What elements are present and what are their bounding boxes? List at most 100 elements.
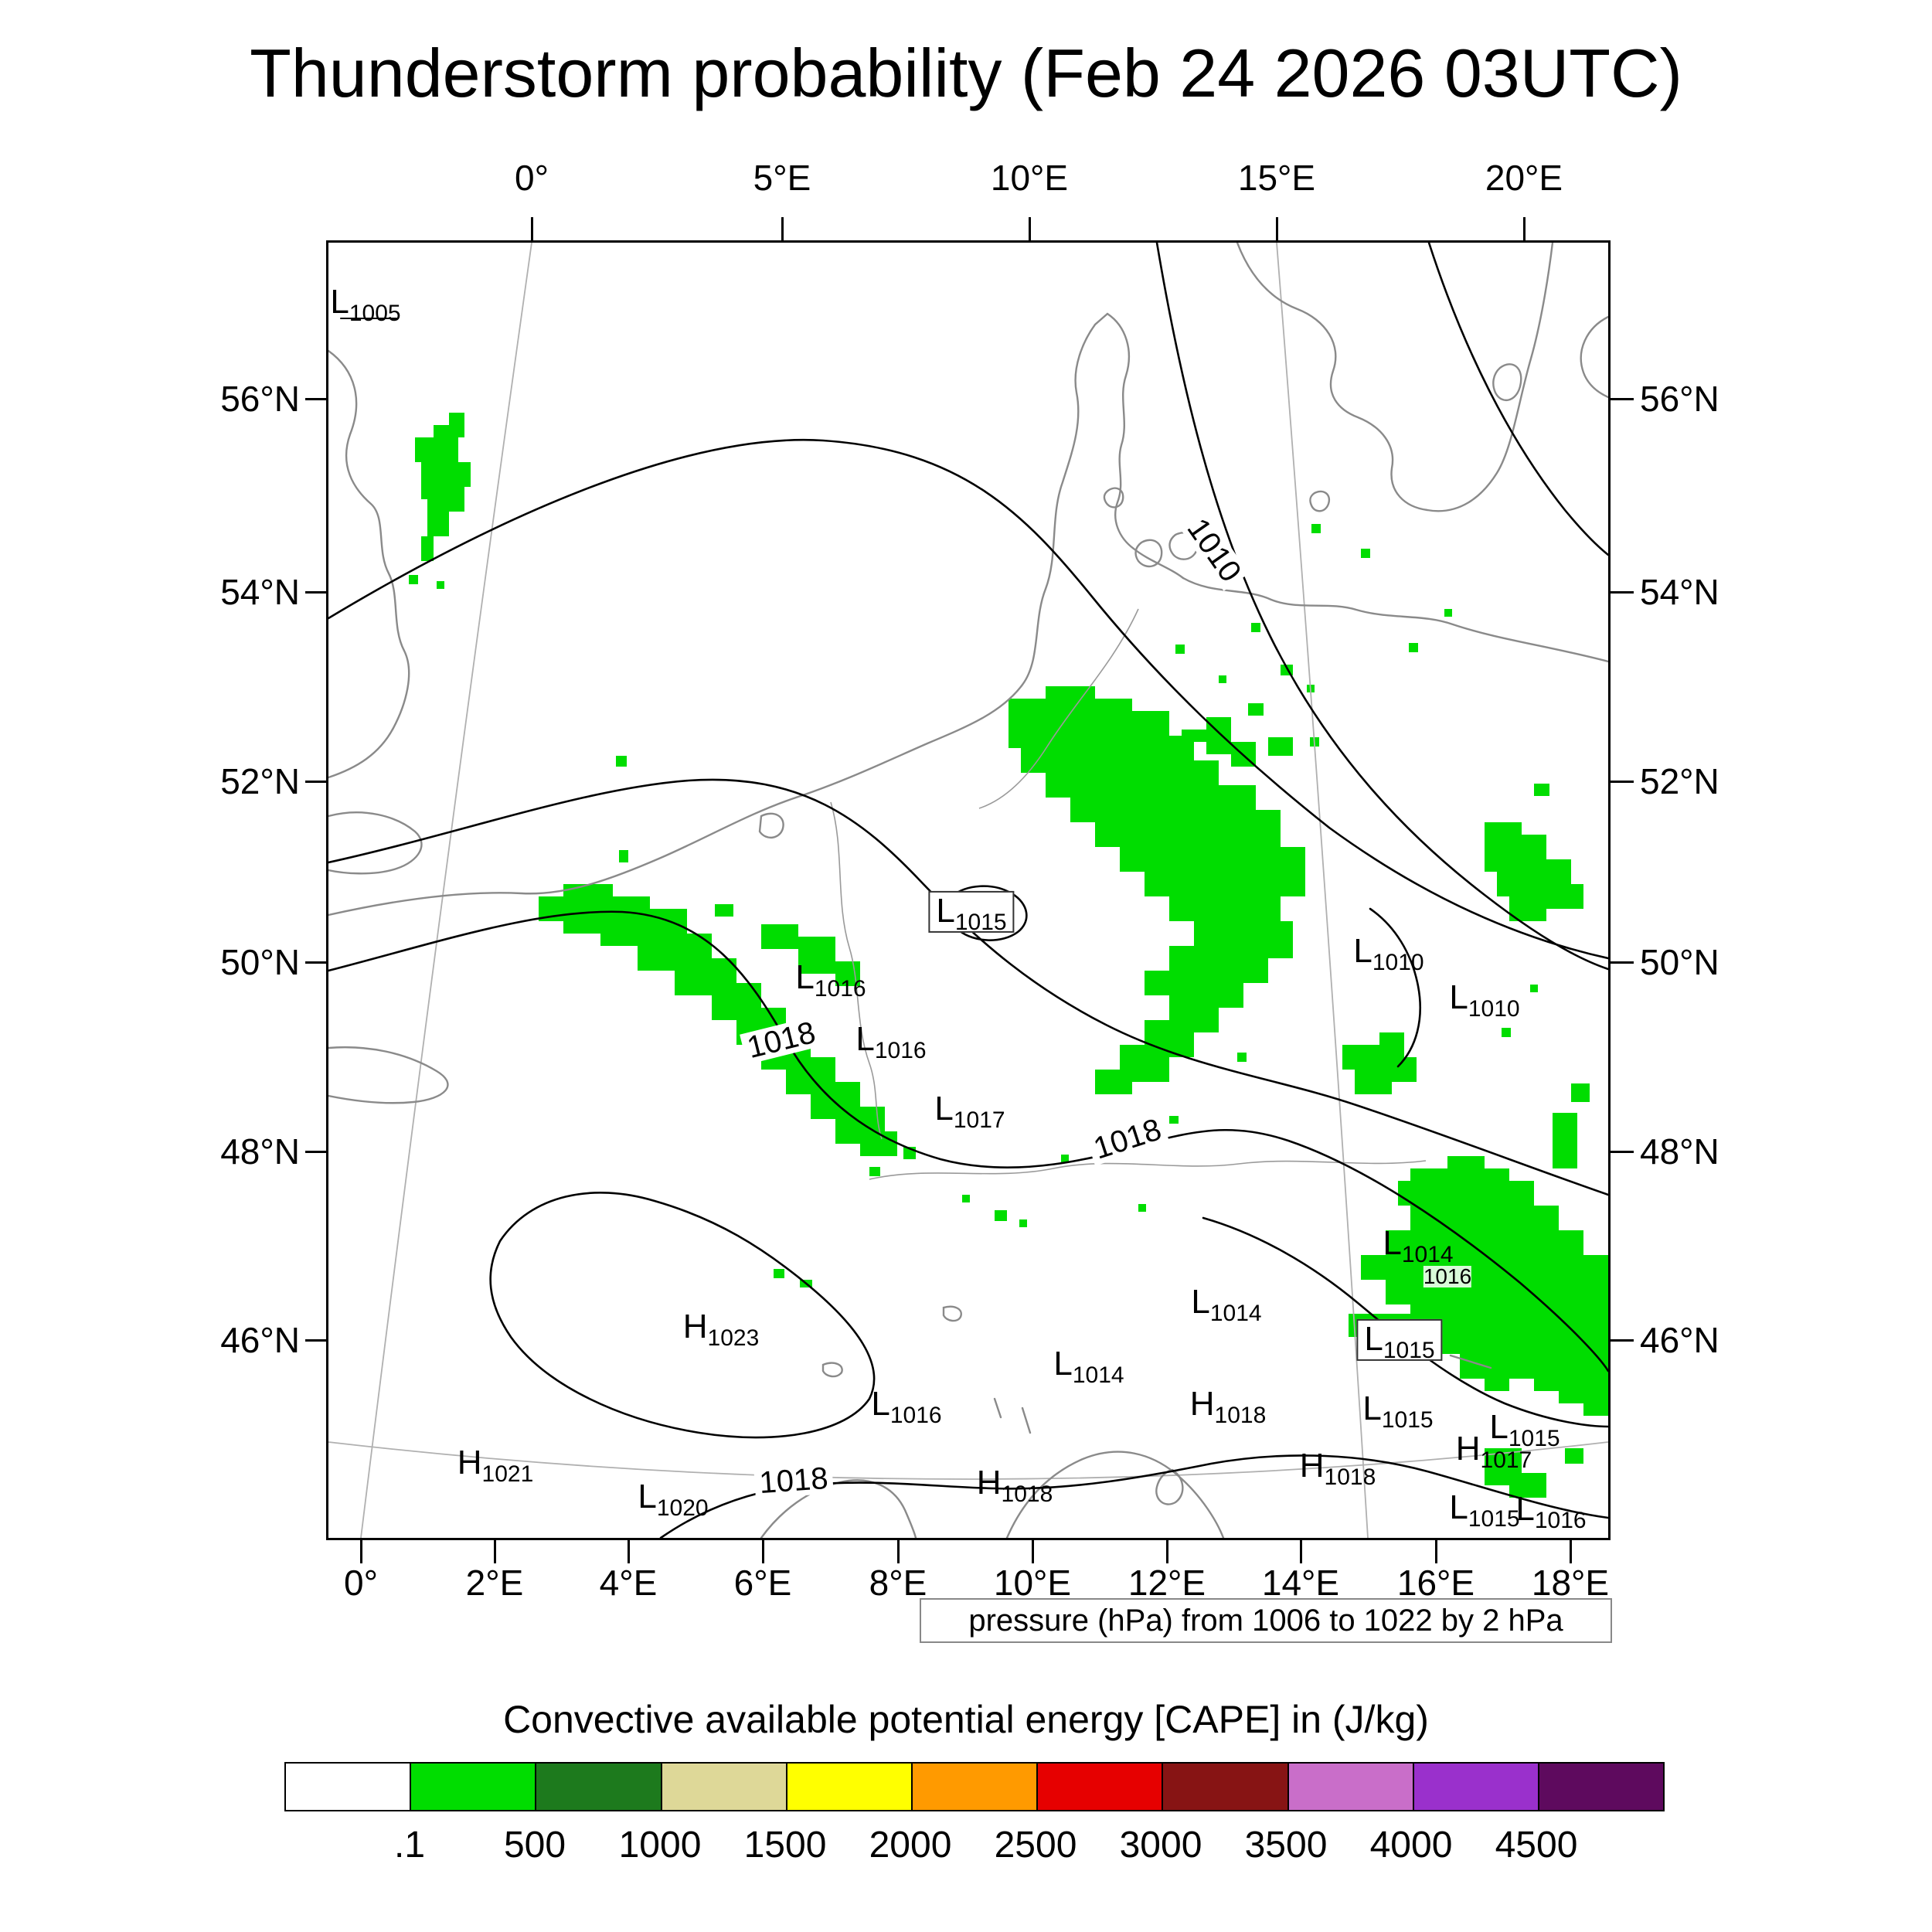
colorbar-cell bbox=[535, 1764, 661, 1810]
colorbar-tick-label: 4500 bbox=[1495, 1825, 1578, 1866]
rivers bbox=[830, 608, 1427, 1180]
coastlines bbox=[328, 243, 1608, 1538]
left-axis-label: 54°N bbox=[220, 572, 300, 612]
bottom-axis-label: 12°E bbox=[1128, 1563, 1206, 1603]
pressure-caption: pressure (hPa) from 1006 to 1022 by 2 hP… bbox=[920, 1598, 1612, 1643]
top-axis-label: 20°E bbox=[1485, 158, 1563, 198]
top-tick bbox=[1276, 217, 1278, 240]
right-axis-label: 52°N bbox=[1640, 761, 1719, 801]
map-plot bbox=[328, 243, 1608, 1538]
pressure-center-label: L1016 bbox=[1515, 1489, 1587, 1534]
bottom-tick bbox=[897, 1540, 900, 1563]
top-axis-label: 5°E bbox=[753, 158, 811, 198]
bottom-axis-label: 4°E bbox=[599, 1563, 658, 1603]
right-tick bbox=[1611, 1339, 1634, 1342]
colorbar-cell bbox=[785, 1764, 911, 1810]
colorbar-tick-label: .1 bbox=[393, 1825, 426, 1866]
bottom-axis-label: 8°E bbox=[869, 1563, 927, 1603]
bottom-tick bbox=[1435, 1540, 1437, 1563]
colorbar-tick-label: 500 bbox=[503, 1825, 566, 1866]
left-tick bbox=[305, 961, 328, 964]
top-axis-label: 10°E bbox=[990, 158, 1069, 198]
colorbar-tick-label: 1500 bbox=[743, 1825, 827, 1866]
colorbar-tick-label: 3500 bbox=[1244, 1825, 1328, 1866]
left-axis-label: 50°N bbox=[220, 942, 300, 982]
pressure-center-label: L1016 bbox=[871, 1384, 942, 1429]
bottom-tick bbox=[1032, 1540, 1034, 1563]
pressure-center-label: L1014 bbox=[1191, 1282, 1262, 1327]
graticule-lines bbox=[328, 243, 1608, 1538]
pressure-center-label: H1018 bbox=[1189, 1384, 1267, 1429]
colorbar-tick-label: 2500 bbox=[994, 1825, 1077, 1866]
pressure-center-label: L1010 bbox=[1353, 931, 1424, 976]
left-tick bbox=[305, 398, 328, 400]
pressure-center-label: H1018 bbox=[976, 1463, 1053, 1508]
colorbar-cell bbox=[1036, 1764, 1162, 1810]
pressure-center-label: H1018 bbox=[1299, 1446, 1376, 1491]
pressure-center-label: H1017 bbox=[1455, 1429, 1532, 1474]
left-tick bbox=[305, 591, 328, 594]
pressure-center-label: L1016 bbox=[795, 957, 866, 1002]
right-axis-label: 48°N bbox=[1640, 1131, 1719, 1172]
bottom-tick bbox=[1570, 1540, 1572, 1563]
left-tick bbox=[305, 781, 328, 783]
contour-inline-label: 1018 bbox=[1085, 1112, 1170, 1166]
page-title: Thunderstorm probability (Feb 24 2026 03… bbox=[250, 35, 1682, 111]
top-axis-label: 0° bbox=[515, 158, 549, 198]
right-tick bbox=[1611, 961, 1634, 964]
top-axis-label: 15°E bbox=[1237, 158, 1316, 198]
left-axis-label: 46°N bbox=[220, 1320, 300, 1360]
colorbar-cell bbox=[910, 1764, 1037, 1810]
right-axis-label: 46°N bbox=[1640, 1320, 1719, 1360]
top-tick bbox=[1523, 217, 1526, 240]
pressure-center-label: 1016 bbox=[1423, 1264, 1472, 1288]
colorbar-tick-label: 2000 bbox=[869, 1825, 952, 1866]
bottom-tick bbox=[494, 1540, 496, 1563]
colorbar-tick-label: 4000 bbox=[1369, 1825, 1453, 1866]
pressure-center-label: L1015 bbox=[1489, 1407, 1560, 1452]
bottom-axis-label: 6°E bbox=[733, 1563, 792, 1603]
right-tick bbox=[1611, 398, 1634, 400]
right-axis-label: 56°N bbox=[1640, 379, 1719, 419]
map-frame: L1005 L1015 L1016 L1016 L1017 L1010 L1010 L1014… bbox=[326, 240, 1611, 1540]
colorbar-tick-label: 3000 bbox=[1119, 1825, 1202, 1866]
pressure-center-label: L1015 bbox=[1356, 1318, 1443, 1362]
right-tick bbox=[1611, 781, 1634, 783]
contour-inline-label: 1018 bbox=[740, 1015, 823, 1065]
right-tick bbox=[1611, 1151, 1634, 1153]
colorbar-cell bbox=[1287, 1764, 1413, 1810]
left-axis-label: 56°N bbox=[220, 379, 300, 419]
right-tick bbox=[1611, 591, 1634, 594]
contour-inline-label: 1018 bbox=[753, 1461, 834, 1500]
pressure-center-label: L1016 bbox=[855, 1019, 927, 1064]
bottom-tick bbox=[360, 1540, 362, 1563]
bottom-tick bbox=[762, 1540, 764, 1563]
bottom-axis-label: 0° bbox=[344, 1563, 378, 1603]
pressure-center-label: L1015 bbox=[1449, 1488, 1520, 1532]
contour-inline-label: 1010 bbox=[1179, 509, 1250, 591]
colorbar-title: Convective available potential energy [C… bbox=[503, 1698, 1429, 1741]
pressure-center-label: L1020 bbox=[638, 1477, 709, 1522]
pressure-center-label: H1023 bbox=[682, 1307, 760, 1352]
pressure-center-label: H1021 bbox=[457, 1443, 534, 1488]
pressure-center-label: L1014 bbox=[1383, 1223, 1454, 1268]
colorbar bbox=[284, 1762, 1665, 1811]
bottom-tick bbox=[1300, 1540, 1302, 1563]
right-axis-label: 54°N bbox=[1640, 572, 1719, 612]
pressure-center-label: L1015 bbox=[928, 890, 1015, 934]
pressure-label-layer: L1005 L1015 L1016 L1016 L1017 L1010 L1010 L1014… bbox=[328, 243, 1608, 1538]
right-axis-label: 50°N bbox=[1640, 942, 1719, 982]
left-axis-label: 52°N bbox=[220, 761, 300, 801]
colorbar-tick-label: 1000 bbox=[618, 1825, 702, 1866]
top-tick bbox=[1029, 217, 1031, 240]
colorbar-cell bbox=[410, 1764, 536, 1810]
pressure-center-label: L1005 bbox=[330, 282, 401, 327]
pressure-center-label: L1017 bbox=[934, 1089, 1005, 1134]
pressure-contours bbox=[328, 243, 1608, 1538]
top-tick bbox=[781, 217, 784, 240]
bottom-axis-label: 14°E bbox=[1261, 1563, 1340, 1603]
left-tick bbox=[305, 1339, 328, 1342]
bottom-axis-label: 16°E bbox=[1396, 1563, 1475, 1603]
colorbar-cell bbox=[1412, 1764, 1538, 1810]
